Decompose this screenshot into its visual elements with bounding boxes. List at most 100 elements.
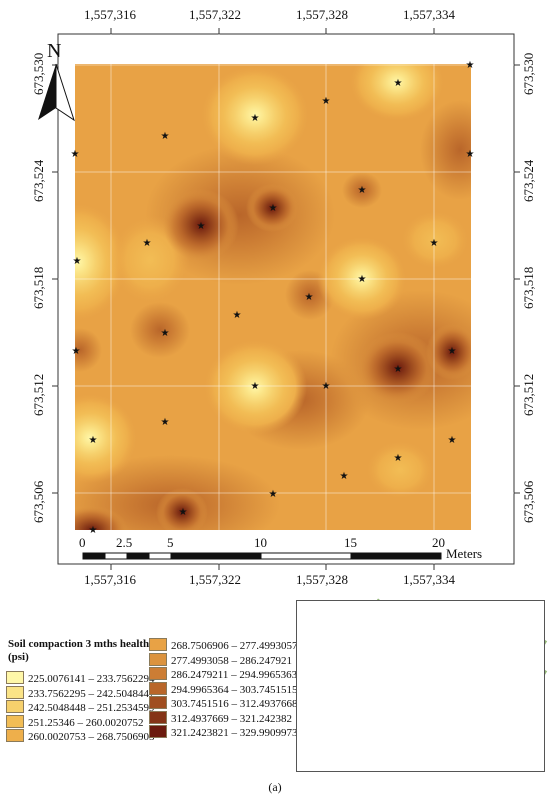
left-y-tick: 673,530	[31, 52, 46, 95]
sample-point: ★	[72, 346, 81, 357]
legend-item: 303.7451516 – 312.4937668	[149, 696, 298, 710]
map-frame	[57, 33, 515, 565]
legend-swatch	[6, 700, 24, 713]
legend-label: 233.7562295 – 242.5048447	[28, 687, 155, 700]
top-x-tick: 1,557,334	[403, 7, 455, 22]
sample-point: ★	[358, 274, 367, 285]
legend-item: 242.5048448 – 251.2534599	[6, 700, 155, 714]
legend-label: 321.2423821 – 329.9909973	[171, 727, 298, 739]
sample-point: ★	[89, 525, 98, 536]
legend-swatch	[6, 685, 24, 699]
sample-point: ★	[340, 471, 349, 482]
north-label: N	[47, 40, 62, 62]
legend-item: 277.4993058 – 286.247921	[149, 652, 292, 667]
legend-title-line2: (psi)	[8, 651, 29, 663]
legend-swatch	[149, 638, 167, 651]
sample-point: ★	[430, 238, 439, 249]
legend-swatch	[6, 671, 24, 684]
scale-label: 0	[79, 535, 86, 550]
legend-item: 268.7506906 – 277.4993057	[149, 638, 298, 652]
scale-label: 20	[432, 535, 445, 550]
sample-point: ★	[89, 435, 98, 446]
sample-point: ★	[179, 507, 188, 518]
legend-label: 286.2479211 – 294.9965363	[171, 669, 298, 681]
legend-label: 312.4937669 – 321.242382	[171, 712, 292, 725]
sample-points: ★ ★ ★ ★ ★ ★ ★ ★ ★ ★ ★ ★ ★ ★ ★ ★ ★ ★ ★ ★ …	[71, 60, 475, 536]
legend-item: 312.4937669 – 321.242382	[149, 710, 292, 725]
legend-label: 277.4993058 – 286.247921	[171, 654, 292, 667]
right-y-tick: 673,506	[521, 480, 536, 523]
sample-point: ★	[251, 381, 260, 392]
sample-point: ★	[143, 238, 152, 249]
sample-point: ★	[466, 149, 475, 160]
legend-item: 321.2423821 – 329.9909973	[149, 725, 298, 739]
sample-point: ★	[394, 453, 403, 464]
legend-item: 251.25346 – 260.0020752	[6, 714, 144, 729]
sample-point: ★	[322, 96, 331, 107]
sample-point: ★	[73, 256, 82, 267]
sample-point: ★	[394, 364, 403, 375]
sample-point: ★	[251, 113, 260, 124]
sample-point: ★	[233, 310, 242, 321]
legend-item: 260.0020753 – 268.7506905	[6, 729, 155, 743]
legend-title: Soil compaction 3 mths healthy (psi)	[8, 638, 155, 664]
scale-unit: Meters	[446, 546, 483, 561]
top-x-tick: 1,557,316	[84, 7, 136, 22]
legend-item: 294.9965364 – 303.7451515	[149, 681, 298, 696]
legend-swatch	[149, 725, 167, 738]
legend-item: 233.7562295 – 242.5048447	[6, 685, 155, 700]
sample-point: ★	[161, 328, 170, 339]
bottom-x-tick: 1,557,334	[403, 572, 455, 587]
legend-item: 286.2479211 – 294.9965363	[149, 667, 298, 681]
right-y-tick: 673,530	[521, 52, 536, 95]
scale-label: 15	[344, 535, 357, 550]
legend-label: 294.9965364 – 303.7451515	[171, 683, 298, 696]
sample-point: ★	[358, 185, 367, 196]
bottom-x-tick: 1,557,322	[189, 572, 241, 587]
legend-swatch	[149, 652, 167, 666]
sample-point: ★	[322, 381, 331, 392]
top-x-tick: 1,557,322	[189, 7, 241, 22]
sample-point: ★	[269, 489, 278, 500]
left-y-tick: 673,524	[31, 159, 46, 202]
legend-label: 260.0020753 – 268.7506905	[28, 731, 155, 743]
bottom-x-tick: 1,557,316	[84, 572, 136, 587]
legend-label: 268.7506906 – 277.4993057	[171, 640, 298, 652]
legend-label: 303.7451516 – 312.4937668	[171, 698, 298, 710]
right-y-tick: 673,524	[521, 159, 536, 202]
sample-point: ★	[448, 346, 457, 357]
bottom-x-tick: 1,557,328	[296, 572, 348, 587]
inset-photo-frame	[296, 600, 545, 772]
north-arrow-icon	[38, 63, 75, 122]
tick-marks	[52, 28, 520, 570]
figure-caption: (a)	[268, 780, 282, 794]
legend-title-line1: Soil compaction 3 mths healthy	[8, 638, 155, 650]
sample-point: ★	[71, 149, 80, 160]
left-y-tick: 673,506	[31, 480, 46, 523]
sample-point: ★	[466, 60, 475, 71]
scale-label: 5	[167, 535, 174, 550]
sample-point: ★	[394, 78, 403, 89]
legend-item: 225.0076141 – 233.7562294	[6, 671, 155, 685]
right-y-tick: 673,518	[521, 266, 536, 309]
legend-label: 251.25346 – 260.0020752	[28, 716, 144, 729]
left-y-tick: 673,518	[31, 266, 46, 309]
legend-swatch	[6, 729, 24, 742]
left-y-tick: 673,512	[31, 373, 46, 416]
scale-label: 10	[254, 535, 267, 550]
legend-label: 225.0076141 – 233.7562294	[28, 673, 155, 685]
top-x-tick: 1,557,328	[296, 7, 348, 22]
scale-label: 2.5	[116, 535, 133, 550]
compaction-surface	[75, 64, 471, 530]
graticule	[58, 34, 514, 564]
sample-point: ★	[161, 131, 170, 142]
sample-point: ★	[161, 417, 170, 428]
legend-swatch	[149, 667, 167, 680]
legend-label: 242.5048448 – 251.2534599	[28, 702, 155, 714]
sample-point: ★	[269, 203, 278, 214]
legend-swatch	[149, 710, 167, 724]
legend-swatch	[149, 696, 167, 709]
scale-bar	[82, 552, 442, 560]
sample-point: ★	[305, 292, 314, 303]
